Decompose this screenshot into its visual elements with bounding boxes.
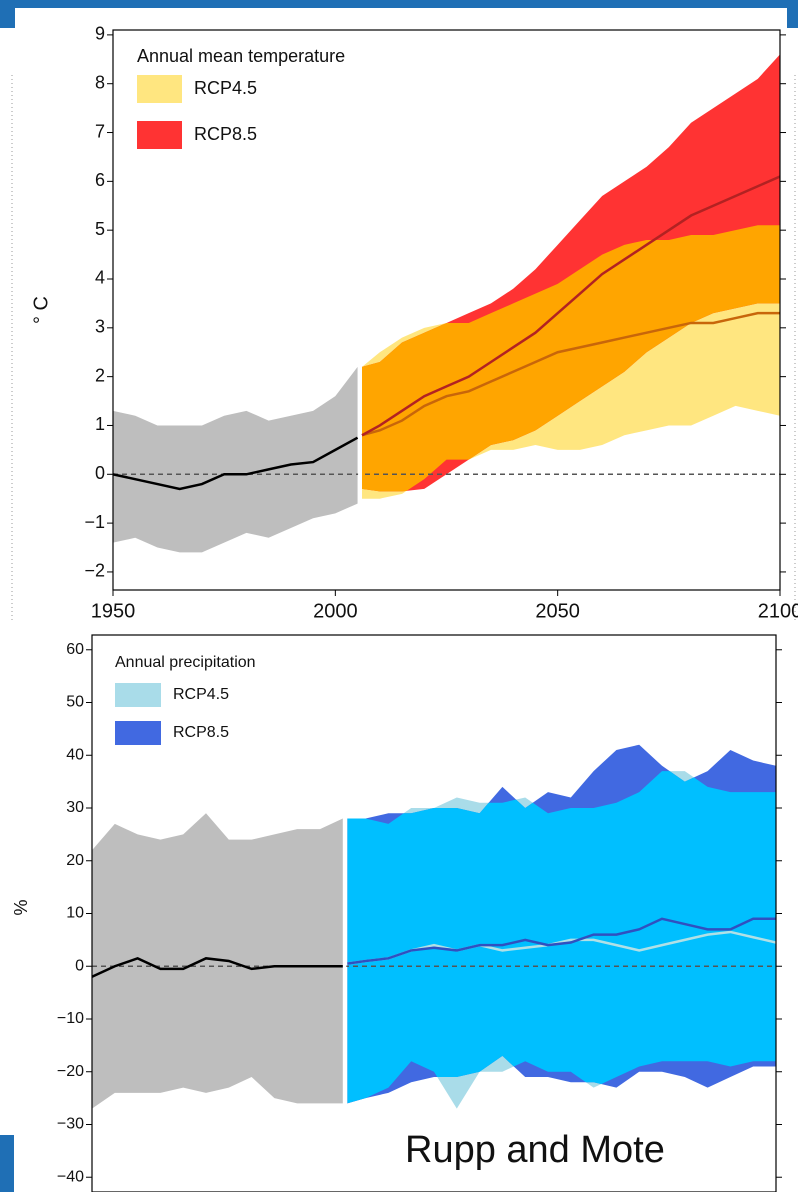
y-tick-label: 9 [95,24,105,44]
chart: −40 −30 −20 −10 0 10 20 30 40 50 60% Annual precipi… [11,634,782,1192]
y-tick-label: 10 [66,905,84,922]
y-tick-label: 7 [95,121,105,141]
y-tick-label: 50 [66,694,84,711]
historical-mean-line [92,956,343,978]
x-tick-label: 2050 [535,600,580,622]
legend-label: RCP8.5 [173,724,229,741]
x-tick-label: 2100 [758,600,798,622]
legend-title: Annual mean temperature [137,46,345,66]
plot [92,635,776,1192]
plot [113,30,780,590]
y-tick-label: −10 [57,1010,84,1027]
y-tick-label: −40 [57,1168,84,1185]
overlap-band [347,771,776,1104]
legend-title: Annual precipitation [115,654,256,671]
mean-line [361,175,780,437]
legend-label: RCP4.5 [173,686,229,703]
y-tick-label: −30 [57,1116,84,1133]
y-tick-label: 6 [95,170,105,190]
corner-block [0,1135,14,1192]
plot-frame [112,29,781,591]
historical-mean-line [113,436,359,491]
y-tick-label: 0 [95,463,105,483]
y-tick-label: 2 [95,365,105,385]
y-tick-label: 40 [66,746,84,763]
legend-swatch [115,721,161,745]
y-tick-label: −2 [84,561,105,581]
y-tick-label: 8 [95,72,105,92]
y-tick-label: 4 [95,268,105,288]
y-tick-label: 30 [66,799,84,816]
chart: −2 −1 0 1 2 3 4 5 6 7 8 9 1950 2000 2050 2100 ° C Annual … [30,24,798,623]
legend-label: RCP8.5 [194,124,257,144]
y-tick-label: −1 [84,512,105,532]
x-tick-label: 2000 [313,600,358,622]
y-tick-label: 3 [95,317,105,337]
y-tick-label: 0 [75,957,84,974]
caption: Rupp and Mote [405,1129,665,1171]
legend-label: RCP4.5 [194,78,257,98]
legend-swatch [137,75,182,103]
historical-band [113,366,358,553]
y-tick-label: 60 [66,641,84,658]
y-axis-label: % [11,899,31,915]
y-tick-label: 20 [66,852,84,869]
mean-line [361,311,780,437]
y-tick-label: 1 [95,414,105,434]
legend-swatch [137,121,182,149]
mean-line [347,917,776,965]
y-axis-label: ° C [30,296,52,324]
y-tick-label: −20 [57,1063,84,1080]
historical-band [92,813,343,1109]
x-tick-label: 1950 [91,600,136,622]
legend-swatch [115,683,161,707]
y-tick-label: 5 [95,219,105,239]
